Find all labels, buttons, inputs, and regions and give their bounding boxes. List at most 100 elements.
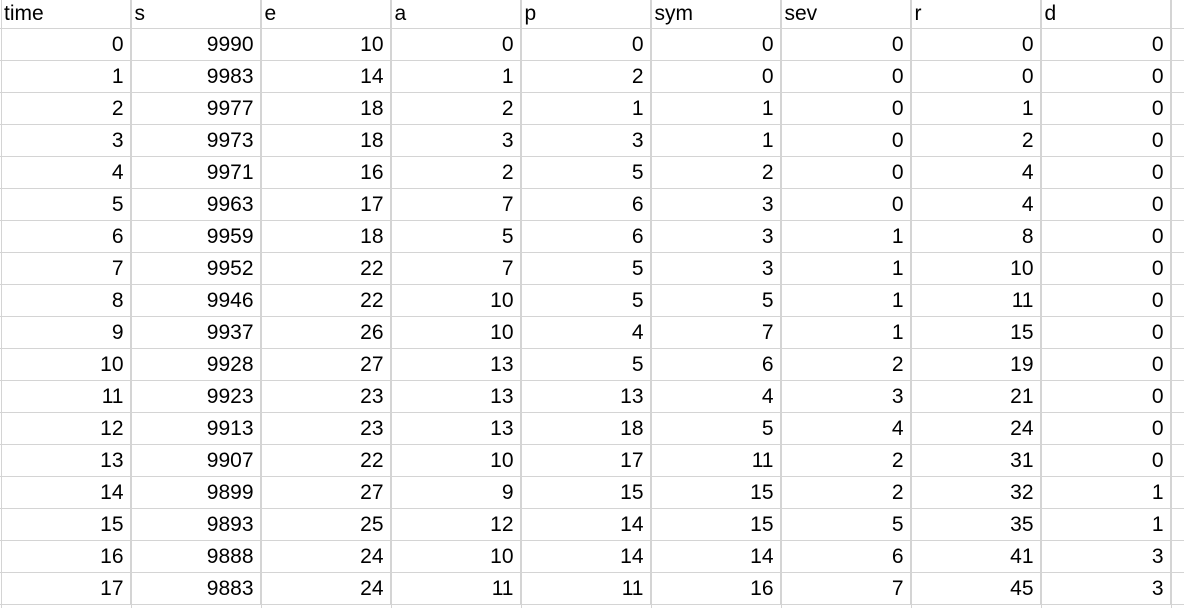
cell-time[interactable]: 4: [0, 156, 131, 189]
cell-d[interactable]: 0: [1039, 188, 1171, 221]
cell-e[interactable]: 16: [259, 156, 391, 189]
cell-e[interactable]: 10: [259, 28, 391, 61]
cell-sev[interactable]: 2: [779, 348, 911, 381]
cell-a[interactable]: 10: [389, 284, 521, 317]
cell-e[interactable]: 27: [259, 476, 391, 509]
cell-sev[interactable]: 4: [779, 412, 911, 445]
cell-a[interactable]: 7: [389, 252, 521, 285]
cell-d[interactable]: 3: [1039, 540, 1171, 573]
cell-sym[interactable]: 11: [649, 444, 781, 477]
cell-sev[interactable]: 0: [779, 28, 911, 61]
cell-sym[interactable]: 3: [649, 188, 781, 221]
cell-p[interactable]: 13: [519, 380, 651, 413]
cell-e[interactable]: 18: [259, 220, 391, 253]
cell-p[interactable]: 14: [519, 508, 651, 541]
header-cell-r[interactable]: r: [909, 0, 1041, 29]
cell-time[interactable]: 7: [0, 252, 131, 285]
cell-sym[interactable]: 4: [649, 380, 781, 413]
cell-p[interactable]: 0: [519, 28, 651, 61]
cell-r[interactable]: 8: [909, 220, 1041, 253]
cell-sym[interactable]: 0: [649, 28, 781, 61]
cell-e[interactable]: 14: [259, 60, 391, 93]
cell-sev[interactable]: 0: [779, 156, 911, 189]
cell-d[interactable]: 1: [1039, 508, 1171, 541]
cell-a[interactable]: 2: [389, 156, 521, 189]
cell-sev[interactable]: 2: [779, 444, 911, 477]
cell-sev[interactable]: 7: [779, 572, 911, 605]
cell-time[interactable]: 14: [0, 476, 131, 509]
cell-sev[interactable]: 0: [779, 124, 911, 157]
cell-a[interactable]: 5: [389, 220, 521, 253]
cell-e[interactable]: 17: [259, 188, 391, 221]
cell-sev[interactable]: 1: [779, 284, 911, 317]
cell-e[interactable]: 22: [259, 284, 391, 317]
cell-e[interactable]: 24: [259, 540, 391, 573]
cell-sev[interactable]: 3: [779, 380, 911, 413]
cell-s[interactable]: 9937: [129, 316, 261, 349]
cell-a[interactable]: 9: [389, 476, 521, 509]
cell-s[interactable]: 9913: [129, 412, 261, 445]
cell-p[interactable]: 17: [519, 444, 651, 477]
cell-r[interactable]: 4: [909, 156, 1041, 189]
header-cell-sym[interactable]: sym: [649, 0, 781, 29]
cell-sym[interactable]: 0: [649, 60, 781, 93]
cell-p[interactable]: 11: [519, 572, 651, 605]
cell-a[interactable]: 10: [389, 444, 521, 477]
cell-p[interactable]: 5: [519, 252, 651, 285]
cell-d[interactable]: 0: [1039, 284, 1171, 317]
header-cell-time[interactable]: time: [0, 0, 131, 29]
cell-sym[interactable]: 7: [649, 316, 781, 349]
cell-p[interactable]: 14: [519, 540, 651, 573]
cell-sev[interactable]: 6: [779, 540, 911, 573]
cell-time[interactable]: 8: [0, 284, 131, 317]
cell-s[interactable]: 9893: [129, 508, 261, 541]
cell-time[interactable]: 11: [0, 380, 131, 413]
cell-sev[interactable]: 2: [779, 476, 911, 509]
header-cell-p[interactable]: p: [519, 0, 651, 29]
cell-r[interactable]: 1: [909, 92, 1041, 125]
cell-p[interactable]: 5: [519, 348, 651, 381]
cell-sym[interactable]: 5: [649, 284, 781, 317]
cell-sym[interactable]: 1: [649, 92, 781, 125]
cell-sym[interactable]: 2: [649, 156, 781, 189]
cell-a[interactable]: 10: [389, 540, 521, 573]
cell-time[interactable]: 6: [0, 220, 131, 253]
cell-a[interactable]: 13: [389, 380, 521, 413]
header-cell-s[interactable]: s: [129, 0, 261, 29]
cell-r[interactable]: 21: [909, 380, 1041, 413]
cell-sym[interactable]: 1: [649, 124, 781, 157]
cell-s[interactable]: 9883: [129, 572, 261, 605]
cell-time[interactable]: 2: [0, 92, 131, 125]
cell-r[interactable]: 10: [909, 252, 1041, 285]
cell-e[interactable]: 27: [259, 348, 391, 381]
cell-a[interactable]: 3: [389, 124, 521, 157]
cell-time[interactable]: 15: [0, 508, 131, 541]
cell-time[interactable]: 5: [0, 188, 131, 221]
cell-time[interactable]: 1: [0, 60, 131, 93]
cell-sym[interactable]: 14: [649, 540, 781, 573]
header-cell-sev[interactable]: sev: [779, 0, 911, 29]
cell-time[interactable]: 9: [0, 316, 131, 349]
cell-r[interactable]: 4: [909, 188, 1041, 221]
cell-time[interactable]: 0: [0, 28, 131, 61]
cell-r[interactable]: 32: [909, 476, 1041, 509]
cell-r[interactable]: 24: [909, 412, 1041, 445]
cell-d[interactable]: 0: [1039, 124, 1171, 157]
cell-a[interactable]: 1: [389, 60, 521, 93]
cell-sev[interactable]: 1: [779, 316, 911, 349]
cell-p[interactable]: 2: [519, 60, 651, 93]
cell-p[interactable]: 4: [519, 316, 651, 349]
cell-s[interactable]: 9971: [129, 156, 261, 189]
cell-e[interactable]: 22: [259, 444, 391, 477]
cell-s[interactable]: 9899: [129, 476, 261, 509]
cell-s[interactable]: 9928: [129, 348, 261, 381]
cell-s[interactable]: 9990: [129, 28, 261, 61]
cell-d[interactable]: 1: [1039, 476, 1171, 509]
cell-e[interactable]: 23: [259, 412, 391, 445]
cell-time[interactable]: 10: [0, 348, 131, 381]
cell-s[interactable]: 9946: [129, 284, 261, 317]
cell-p[interactable]: 1: [519, 92, 651, 125]
cell-p[interactable]: 18: [519, 412, 651, 445]
cell-sym[interactable]: 6: [649, 348, 781, 381]
cell-e[interactable]: 18: [259, 124, 391, 157]
